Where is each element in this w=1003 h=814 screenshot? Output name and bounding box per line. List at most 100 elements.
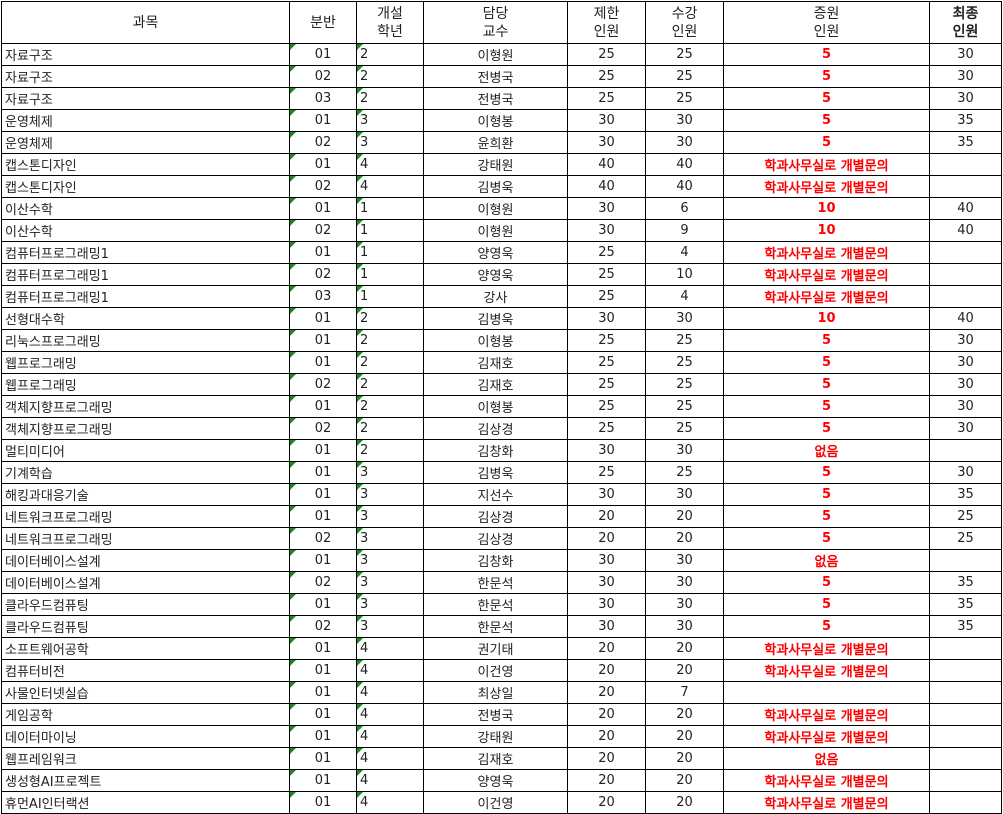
cell-final[interactable]: 30 xyxy=(929,351,1002,374)
cell-increase[interactable]: 5 xyxy=(723,571,930,594)
cell-section[interactable]: 01 xyxy=(289,329,357,352)
cell-increase[interactable]: 5 xyxy=(723,593,930,616)
cell-professor[interactable]: 이형원 xyxy=(423,197,568,220)
cell-section[interactable]: 01 xyxy=(289,307,357,330)
cell-course[interactable]: 리눅스프로그래밍 xyxy=(1,329,290,352)
cell-course[interactable]: 데이터베이스설계 xyxy=(1,549,290,572)
cell-limit[interactable]: 40 xyxy=(567,153,646,176)
cell-professor[interactable]: 전병국 xyxy=(423,703,568,726)
cell-course[interactable]: 네트워크프로그래밍 xyxy=(1,505,290,528)
cell-section[interactable]: 01 xyxy=(289,703,357,726)
cell-grade[interactable]: 4 xyxy=(356,703,424,726)
cell-section[interactable]: 01 xyxy=(289,109,357,132)
cell-enrolled[interactable]: 6 xyxy=(645,197,724,220)
cell-increase[interactable]: 10 xyxy=(723,219,930,242)
cell-limit[interactable]: 25 xyxy=(567,351,646,374)
cell-course[interactable]: 데이터베이스설계 xyxy=(1,571,290,594)
cell-final[interactable] xyxy=(929,285,1002,308)
cell-grade[interactable]: 4 xyxy=(356,791,424,814)
cell-final[interactable] xyxy=(929,681,1002,704)
cell-increase[interactable]: 학과사무실로 개별문의 xyxy=(723,241,930,264)
cell-section[interactable]: 01 xyxy=(289,681,357,704)
cell-enrolled[interactable]: 20 xyxy=(645,725,724,748)
cell-grade[interactable]: 3 xyxy=(356,505,424,528)
cell-increase[interactable]: 학과사무실로 개별문의 xyxy=(723,153,930,176)
cell-increase[interactable]: 5 xyxy=(723,87,930,110)
cell-limit[interactable]: 20 xyxy=(567,681,646,704)
cell-enrolled[interactable]: 10 xyxy=(645,263,724,286)
cell-course[interactable]: 클라우드컴퓨팅 xyxy=(1,593,290,616)
cell-section[interactable]: 02 xyxy=(289,417,357,440)
cell-professor[interactable]: 양영욱 xyxy=(423,263,568,286)
cell-grade[interactable]: 3 xyxy=(356,461,424,484)
cell-professor[interactable]: 강사 xyxy=(423,285,568,308)
cell-final[interactable] xyxy=(929,175,1002,198)
cell-course[interactable]: 선형대수학 xyxy=(1,307,290,330)
cell-enrolled[interactable]: 25 xyxy=(645,351,724,374)
cell-course[interactable]: 자료구조 xyxy=(1,65,290,88)
cell-course[interactable]: 웹프로그래밍 xyxy=(1,373,290,396)
cell-grade[interactable]: 4 xyxy=(356,681,424,704)
cell-enrolled[interactable]: 4 xyxy=(645,241,724,264)
cell-final[interactable]: 30 xyxy=(929,417,1002,440)
cell-final[interactable]: 35 xyxy=(929,593,1002,616)
cell-increase[interactable]: 5 xyxy=(723,65,930,88)
header-final[interactable]: 최종 인원 xyxy=(929,1,1002,44)
cell-grade[interactable]: 2 xyxy=(356,65,424,88)
cell-course[interactable]: 해킹과대응기술 xyxy=(1,483,290,506)
cell-professor[interactable]: 이형봉 xyxy=(423,329,568,352)
cell-course[interactable]: 컴퓨터프로그래밍1 xyxy=(1,285,290,308)
cell-increase[interactable]: 학과사무실로 개별문의 xyxy=(723,263,930,286)
cell-professor[interactable]: 전병국 xyxy=(423,65,568,88)
cell-professor[interactable]: 이건영 xyxy=(423,791,568,814)
cell-limit[interactable]: 25 xyxy=(567,285,646,308)
cell-grade[interactable]: 1 xyxy=(356,263,424,286)
cell-enrolled[interactable]: 4 xyxy=(645,285,724,308)
cell-enrolled[interactable]: 7 xyxy=(645,681,724,704)
cell-grade[interactable]: 3 xyxy=(356,571,424,594)
cell-grade[interactable]: 1 xyxy=(356,219,424,242)
cell-section[interactable]: 01 xyxy=(289,637,357,660)
cell-enrolled[interactable]: 25 xyxy=(645,461,724,484)
cell-increase[interactable]: 5 xyxy=(723,395,930,418)
cell-increase[interactable]: 5 xyxy=(723,461,930,484)
cell-section[interactable]: 01 xyxy=(289,439,357,462)
header-enrolled[interactable]: 수강 인원 xyxy=(645,1,724,44)
cell-professor[interactable]: 김재호 xyxy=(423,373,568,396)
cell-increase[interactable]: 10 xyxy=(723,197,930,220)
cell-increase[interactable]: 없음 xyxy=(723,747,930,770)
cell-professor[interactable]: 김창화 xyxy=(423,439,568,462)
cell-increase[interactable]: 5 xyxy=(723,43,930,66)
cell-final[interactable]: 30 xyxy=(929,43,1002,66)
cell-section[interactable]: 02 xyxy=(289,65,357,88)
cell-course[interactable]: 운영체제 xyxy=(1,109,290,132)
cell-limit[interactable]: 25 xyxy=(567,461,646,484)
cell-section[interactable]: 01 xyxy=(289,395,357,418)
cell-grade[interactable]: 3 xyxy=(356,549,424,572)
cell-course[interactable]: 컴퓨터비전 xyxy=(1,659,290,682)
cell-limit[interactable]: 20 xyxy=(567,527,646,550)
cell-increase[interactable]: 학과사무실로 개별문의 xyxy=(723,791,930,814)
cell-professor[interactable]: 김창화 xyxy=(423,549,568,572)
cell-professor[interactable]: 이건영 xyxy=(423,659,568,682)
cell-grade[interactable]: 2 xyxy=(356,87,424,110)
cell-limit[interactable]: 20 xyxy=(567,747,646,770)
cell-limit[interactable]: 25 xyxy=(567,373,646,396)
cell-limit[interactable]: 25 xyxy=(567,241,646,264)
cell-final[interactable]: 25 xyxy=(929,505,1002,528)
cell-section[interactable]: 01 xyxy=(289,483,357,506)
cell-section[interactable]: 01 xyxy=(289,461,357,484)
cell-section[interactable]: 03 xyxy=(289,285,357,308)
cell-enrolled[interactable]: 30 xyxy=(645,439,724,462)
cell-grade[interactable]: 2 xyxy=(356,417,424,440)
cell-grade[interactable]: 1 xyxy=(356,197,424,220)
cell-limit[interactable]: 25 xyxy=(567,417,646,440)
cell-final[interactable]: 30 xyxy=(929,373,1002,396)
cell-increase[interactable]: 10 xyxy=(723,307,930,330)
cell-grade[interactable]: 3 xyxy=(356,527,424,550)
header-increase[interactable]: 증원 인원 xyxy=(723,1,930,44)
cell-section[interactable]: 01 xyxy=(289,43,357,66)
cell-increase[interactable]: 학과사무실로 개별문의 xyxy=(723,725,930,748)
cell-limit[interactable]: 20 xyxy=(567,637,646,660)
cell-professor[interactable]: 전병국 xyxy=(423,87,568,110)
